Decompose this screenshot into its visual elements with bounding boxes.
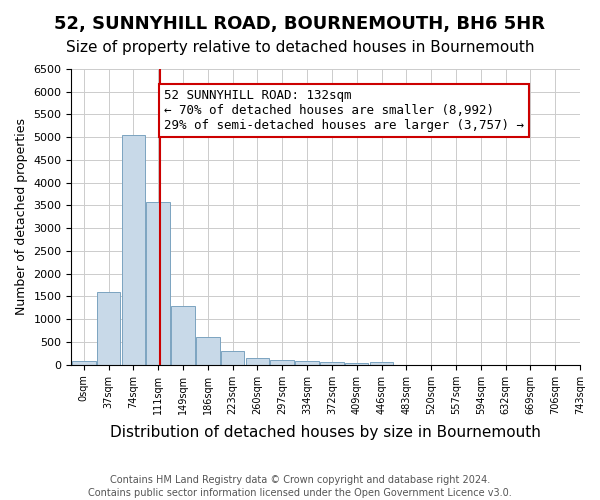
Bar <box>122 135 145 364</box>
Bar <box>271 360 294 364</box>
Bar <box>146 202 170 364</box>
Y-axis label: Number of detached properties: Number of detached properties <box>15 118 28 316</box>
Bar <box>171 306 195 364</box>
Bar <box>72 362 95 364</box>
Text: Contains HM Land Registry data © Crown copyright and database right 2024.: Contains HM Land Registry data © Crown c… <box>110 475 490 485</box>
Bar <box>97 292 121 364</box>
Text: Size of property relative to detached houses in Bournemouth: Size of property relative to detached ho… <box>66 40 534 55</box>
Bar <box>221 352 244 364</box>
Bar <box>320 362 344 364</box>
Bar <box>370 362 394 364</box>
Text: Contains public sector information licensed under the Open Government Licence v3: Contains public sector information licen… <box>88 488 512 498</box>
Text: 52, SUNNYHILL ROAD, BOURNEMOUTH, BH6 5HR: 52, SUNNYHILL ROAD, BOURNEMOUTH, BH6 5HR <box>55 15 545 33</box>
Text: 52 SUNNYHILL ROAD: 132sqm
← 70% of detached houses are smaller (8,992)
29% of se: 52 SUNNYHILL ROAD: 132sqm ← 70% of detac… <box>164 90 524 132</box>
X-axis label: Distribution of detached houses by size in Bournemouth: Distribution of detached houses by size … <box>110 425 541 440</box>
Bar <box>245 358 269 364</box>
Bar <box>196 338 220 364</box>
Bar <box>295 362 319 364</box>
